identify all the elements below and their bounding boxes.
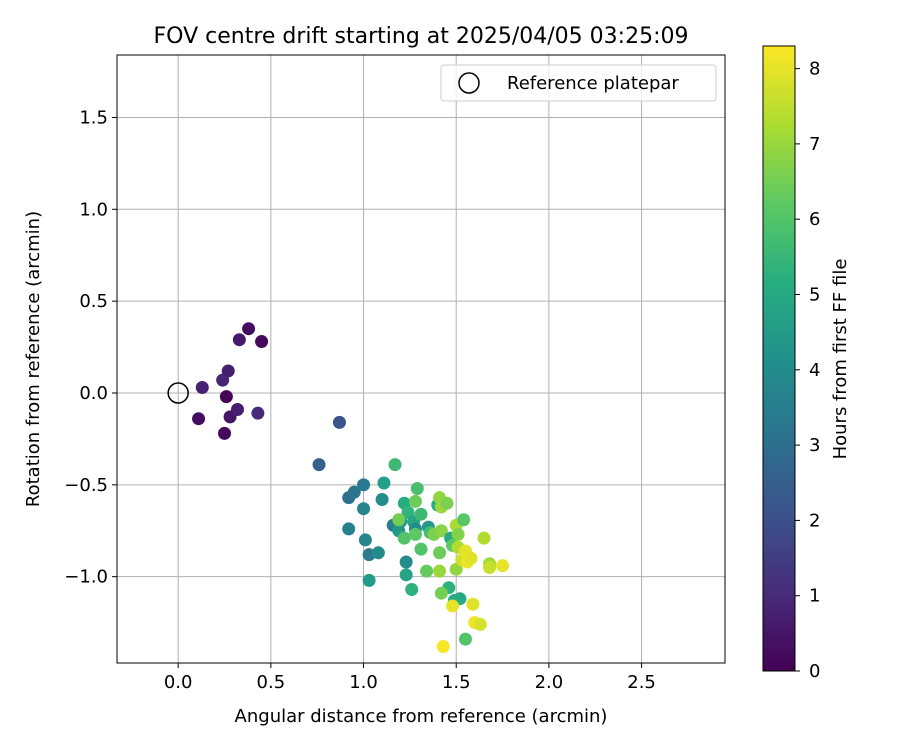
colorbar-tick-label: 5: [809, 284, 820, 305]
y-axis-label: Rotation from reference (arcmin): [23, 211, 44, 507]
x-tick-label: 0.5: [257, 672, 286, 693]
data-point: [347, 485, 361, 499]
data-point: [434, 524, 448, 538]
data-point: [357, 502, 371, 516]
x-tick-label: 2.5: [627, 672, 656, 693]
data-point: [371, 546, 385, 560]
chart-title: FOV centre drift starting at 2025/04/05 …: [154, 24, 689, 49]
data-point: [473, 617, 487, 631]
data-point: [195, 380, 209, 394]
x-tick-label: 0.0: [164, 672, 193, 693]
data-point: [414, 507, 428, 521]
data-point: [362, 573, 376, 587]
data-point: [466, 597, 480, 611]
data-point: [242, 322, 256, 336]
colorbar-tick-label: 0: [809, 661, 820, 682]
colorbar-tick-label: 6: [809, 209, 820, 230]
data-point: [440, 496, 454, 510]
y-tick-label: 1.0: [79, 199, 108, 220]
data-point: [496, 559, 510, 573]
colorbar-tick-label: 4: [809, 360, 820, 381]
data-point: [414, 542, 428, 556]
colorbar-tick-label: 7: [809, 134, 820, 155]
data-point: [232, 333, 246, 347]
data-point: [436, 639, 450, 653]
legend: Reference platepar: [440, 64, 717, 102]
data-point: [477, 531, 491, 545]
y-axis-ticks: −1.0 −0.5 0.0 0.5 1.0 1.5: [64, 107, 117, 588]
data-point: [451, 527, 465, 541]
data-point: [332, 415, 346, 429]
x-axis-label: Angular distance from reference (arcmin): [235, 706, 608, 727]
legend-box: [440, 64, 717, 102]
data-point: [458, 632, 472, 646]
plot-area: [117, 55, 725, 663]
data-point: [405, 583, 419, 597]
x-tick-label: 1.5: [442, 672, 471, 693]
y-tick-label: 0.5: [79, 291, 108, 312]
data-point: [408, 527, 422, 541]
colorbar: 0 1 2 3 4 5 6 7 8 Hours from first FF file: [762, 45, 851, 682]
data-point: [251, 406, 265, 420]
plot-frame: [116, 54, 726, 664]
data-point: [408, 494, 422, 508]
data-point: [218, 426, 232, 440]
data-point: [399, 568, 413, 582]
data-point: [397, 531, 411, 545]
data-point: [483, 560, 497, 574]
data-point: [446, 599, 460, 613]
data-point: [399, 555, 413, 569]
data-point: [433, 564, 447, 578]
data-point: [457, 513, 471, 527]
data-point: [375, 493, 389, 507]
data-point: [388, 458, 402, 472]
colorbar-gradient: [762, 45, 796, 672]
legend-marker-icon: [458, 72, 480, 94]
colorbar-ticks: 0 1 2 3 4 5 6 7 8: [795, 59, 820, 682]
colorbar-tick-label: 8: [809, 59, 820, 80]
data-point: [392, 513, 406, 527]
data-point: [255, 335, 269, 349]
legend-entry: Reference platepar: [507, 73, 679, 94]
colorbar-tick-label: 1: [809, 586, 820, 607]
data-point: [433, 546, 447, 560]
colorbar-label: Hours from first FF file: [830, 259, 851, 460]
x-tick-label: 2.0: [535, 672, 564, 693]
y-tick-label: 0.0: [79, 383, 108, 404]
data-point: [434, 586, 448, 600]
y-tick-label: 1.5: [79, 107, 108, 128]
data-point: [464, 551, 478, 565]
reference-platepar-marker: [167, 382, 189, 404]
data-point: [420, 564, 434, 578]
data-point: [358, 533, 372, 547]
data-point: [219, 390, 233, 404]
data-point: [192, 412, 206, 426]
colorbar-tick-label: 2: [809, 510, 820, 531]
y-tick-label: −0.5: [64, 475, 108, 496]
grid: [117, 55, 725, 663]
x-tick-label: 1.0: [349, 672, 378, 693]
data-point: [410, 481, 424, 495]
data-point: [230, 403, 244, 417]
colorbar-tick-label: 3: [809, 435, 820, 456]
data-point: [342, 522, 356, 536]
x-axis-ticks: 0.0 0.5 1.0 1.5 2.0 2.5: [164, 663, 656, 693]
data-points: [192, 322, 510, 653]
y-tick-label: −1.0: [64, 567, 108, 588]
data-point: [357, 478, 371, 492]
data-point: [216, 373, 230, 387]
data-point: [312, 458, 326, 472]
data-point: [377, 476, 391, 490]
